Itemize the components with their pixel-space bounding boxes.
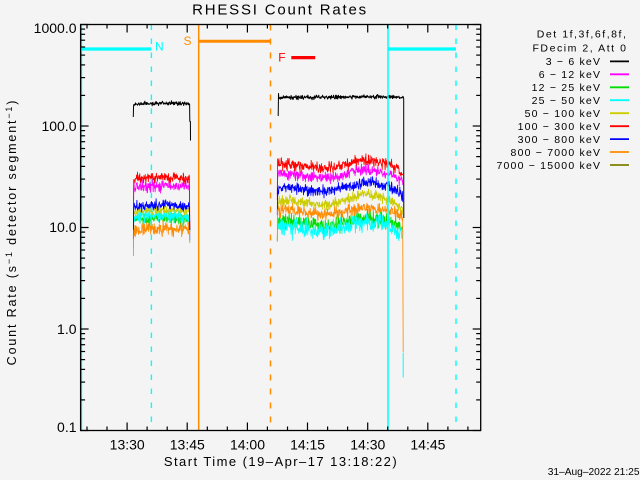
- svg-text:3 − 6 keV: 3 − 6 keV: [546, 56, 601, 68]
- svg-text:800 − 7000 keV: 800 − 7000 keV: [511, 147, 602, 159]
- svg-text:100.0: 100.0: [41, 118, 76, 134]
- svg-text:14:30: 14:30: [350, 437, 385, 453]
- svg-text:12 − 25 keV: 12 − 25 keV: [532, 82, 602, 94]
- svg-text:N: N: [155, 40, 164, 54]
- svg-text:13:30: 13:30: [110, 437, 145, 453]
- svg-text:14:45: 14:45: [410, 437, 445, 453]
- svg-text:0.1: 0.1: [57, 419, 77, 435]
- svg-text:10.0: 10.0: [49, 219, 76, 235]
- svg-text:13:45: 13:45: [170, 437, 205, 453]
- svg-text:1.0: 1.0: [57, 321, 77, 337]
- svg-text:S: S: [184, 34, 192, 48]
- svg-text:14:00: 14:00: [230, 437, 265, 453]
- svg-text:Det 1f,3f,6f,8f,: Det 1f,3f,6f,8f,: [537, 29, 628, 41]
- svg-text:100 − 300 keV: 100 − 300 keV: [518, 121, 602, 133]
- svg-text:Count Rate (s−1 detector segme: Count Rate (s−1 detector segment−1): [4, 99, 19, 366]
- svg-text:31–Aug–2022 21:25: 31–Aug–2022 21:25: [548, 467, 640, 478]
- svg-text:50 − 100 keV: 50 − 100 keV: [525, 108, 602, 120]
- svg-text:RHESSI Count Rates: RHESSI Count Rates: [192, 2, 368, 19]
- svg-text:FDecim 2, Att 0: FDecim 2, Att 0: [532, 42, 627, 54]
- svg-text:14:15: 14:15: [290, 437, 325, 453]
- svg-text:F: F: [278, 51, 285, 65]
- svg-text:7000 − 15000 keV: 7000 − 15000 keV: [496, 160, 601, 172]
- svg-text:300 − 800 keV: 300 − 800 keV: [518, 134, 602, 146]
- svg-text:Start Time (19–Apr–17 13:18:22: Start Time (19–Apr–17 13:18:22): [164, 454, 398, 469]
- svg-text:6 − 12 keV: 6 − 12 keV: [539, 69, 602, 81]
- svg-text:25 − 50 keV: 25 − 50 keV: [532, 95, 602, 107]
- svg-text:1000.0: 1000.0: [34, 20, 77, 36]
